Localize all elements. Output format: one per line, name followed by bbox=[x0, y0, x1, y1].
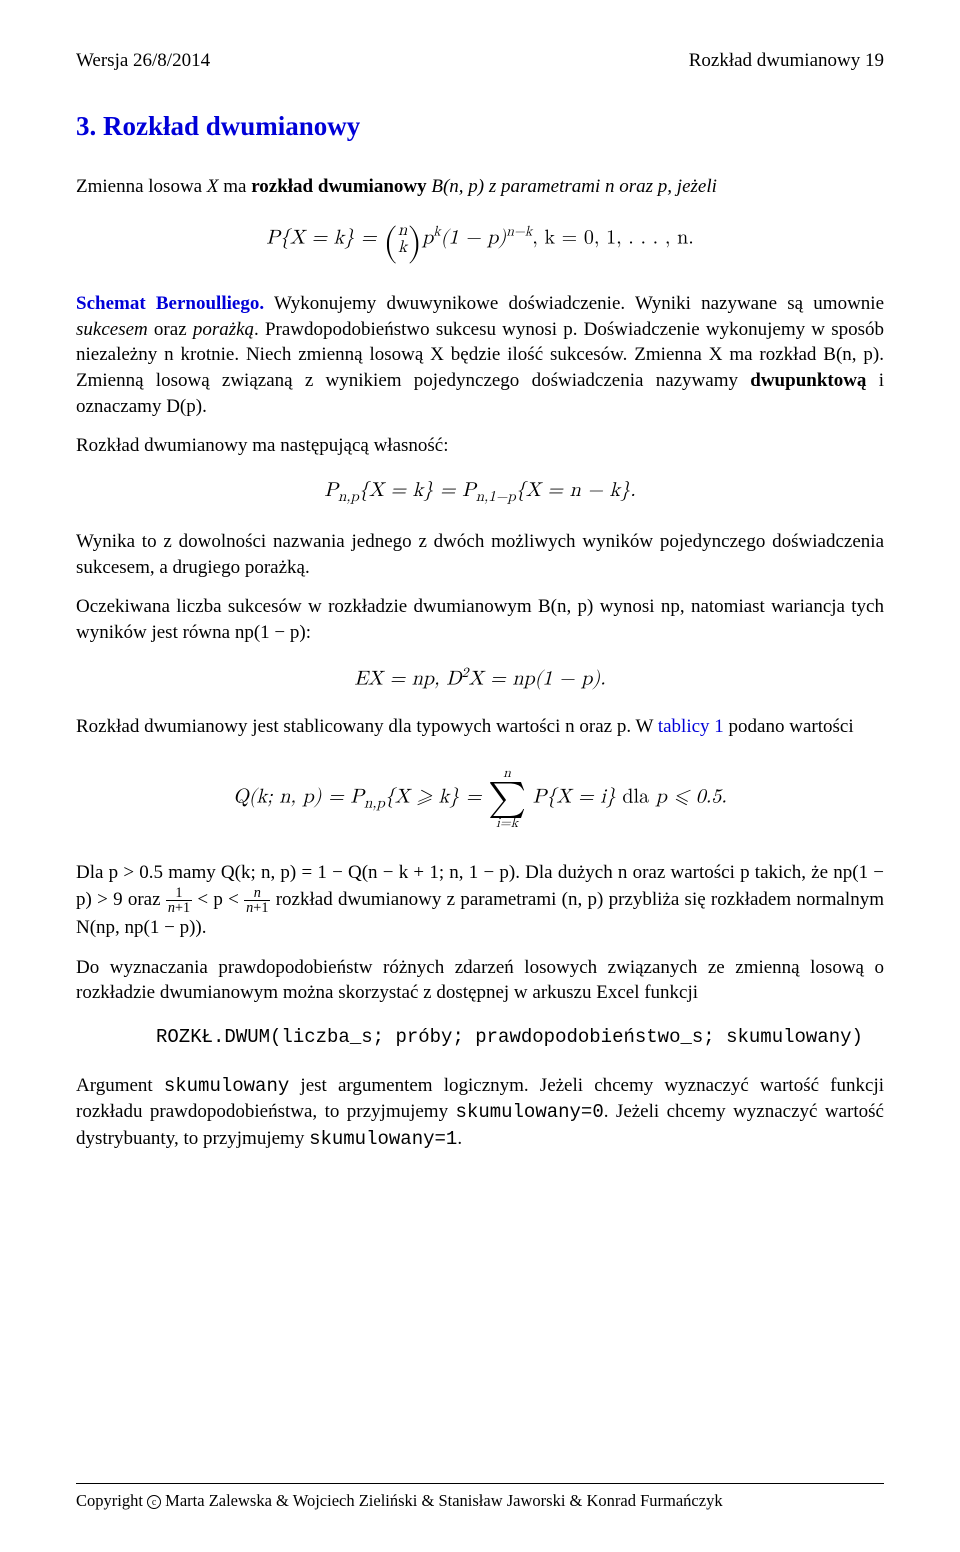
formula-pmf: P{X = k} = (nk)pk(1 − p)n−k, k = 0, 1, .… bbox=[76, 218, 884, 269]
section-title: 3. Rozkład dwumianowy bbox=[76, 108, 884, 144]
tabulate-para: Rozkład dwumianowy jest stablicowany dla… bbox=[76, 714, 884, 740]
excel-function: ROZKŁ.DWUM(liczba_s; próby; prawdopodobi… bbox=[76, 1024, 884, 1051]
explain-para: Wynika to z dowolności nazwania jednego … bbox=[76, 529, 884, 580]
formula-Q: Q(k; n, p) = Pn,p{X ⩾ k} = n∑i=k P{X = i… bbox=[76, 766, 884, 830]
page-header: Wersja 26/8/2014 Rozkład dwumianowy 19 bbox=[76, 48, 884, 74]
excel-para: Do wyznaczania prawdopodobieństw różnych… bbox=[76, 955, 884, 1006]
table-1-link[interactable]: tablicy 1 bbox=[658, 716, 724, 737]
copyright-icon: c bbox=[147, 1495, 161, 1509]
header-left: Wersja 26/8/2014 bbox=[76, 48, 210, 74]
approx-para: Dla p > 0.5 mamy Q(k; n, p) = 1 − Q(n − … bbox=[76, 860, 884, 941]
bernoulli-para: Schemat Bernoulliego. Wykonujemy dwuwyni… bbox=[76, 291, 884, 419]
intro-para: Zmienna losowa X ma rozkład dwumianowy B… bbox=[76, 174, 884, 200]
moments-para: Oczekiwana liczba sukcesów w rozkładzie … bbox=[76, 594, 884, 645]
formula-symmetry: Pn,p{X = k} = Pn,1−p{X = n − k}. bbox=[76, 477, 884, 507]
header-right: Rozkład dwumianowy 19 bbox=[689, 48, 884, 74]
skumulowany-para: Argument skumulowany jest argumentem log… bbox=[76, 1073, 884, 1153]
subheading-bernoulli: Schemat Bernoulliego. bbox=[76, 293, 264, 314]
copyright-footer: Copyright c Marta Zalewska & Wojciech Zi… bbox=[76, 1483, 884, 1512]
prop-para: Rozkład dwumianowy ma następującą własno… bbox=[76, 433, 884, 459]
formula-moments: EX = np, D2X = np(1 − p). bbox=[76, 664, 884, 693]
